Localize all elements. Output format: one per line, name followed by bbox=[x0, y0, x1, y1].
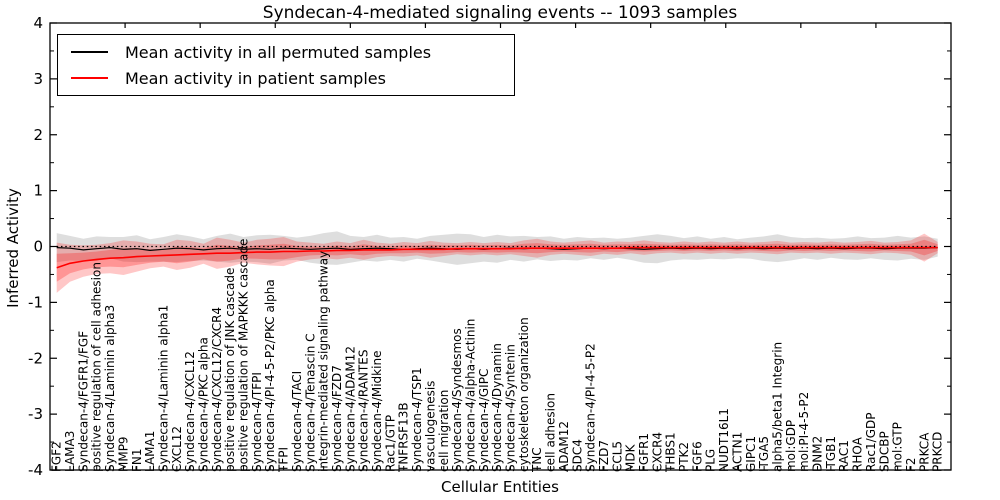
y-axis-label: Inferred Activity bbox=[4, 188, 22, 308]
x-tick-label: mol:GTP bbox=[891, 422, 905, 472]
x-tick-label: PLG bbox=[704, 449, 718, 472]
x-tick-label: CXCL12 bbox=[170, 426, 184, 472]
band-patient-range-inner bbox=[56, 239, 938, 282]
x-tick-label: TNC bbox=[530, 447, 544, 473]
x-tick-label: cell migration bbox=[437, 390, 451, 472]
x-tick-label: mol:GDP bbox=[784, 420, 798, 472]
x-tick-label: F2 bbox=[904, 457, 918, 472]
x-tick-label: integrin-mediated signaling pathway bbox=[317, 251, 331, 472]
legend: Mean activity in all permuted samples Me… bbox=[57, 34, 515, 96]
x-tick-label: Syndecan-4/alpha-Actinin bbox=[463, 319, 477, 472]
x-tick-label: Syndecan-4/Dynamin bbox=[490, 343, 504, 472]
x-tick-label: Syndecan-4/TSP1 bbox=[410, 367, 424, 472]
x-tick-label: RHOA bbox=[851, 436, 865, 472]
y-tick-label: -4 bbox=[28, 461, 43, 479]
x-tick-label: FGFR1 bbox=[637, 433, 651, 472]
x-tick-label: LAMA3 bbox=[63, 431, 77, 472]
legend-line-sample-red bbox=[71, 77, 108, 79]
x-tick-label: Syndecan-4/ADAM12 bbox=[343, 346, 357, 472]
x-tick-label: Syndecan-4/PKC alpha bbox=[197, 337, 211, 472]
x-tick-label: ITGA5 bbox=[757, 436, 771, 472]
legend-entry-permuted: Mean activity in all permuted samples bbox=[58, 43, 514, 62]
x-tick-label: FGF2 bbox=[50, 441, 64, 472]
x-tick-label: alpha5/beta1 Integrin bbox=[770, 342, 784, 472]
x-tick-label: Syndecan-4/Syndesmos bbox=[450, 328, 464, 472]
x-tick-label: PRKCD bbox=[931, 432, 945, 472]
x-tick-label: Syndecan-4/CXCL12 bbox=[183, 351, 197, 472]
x-tick-label: Syndecan-4/TFPI bbox=[250, 372, 264, 472]
x-tick-label: MMP9 bbox=[116, 436, 130, 472]
x-tick-label: FGF6 bbox=[690, 441, 704, 472]
x-axis-label: Cellular Entities bbox=[441, 478, 559, 496]
x-tick-label: PRKCA bbox=[917, 432, 931, 472]
x-tick-label: PTK2 bbox=[677, 442, 691, 472]
y-tick-label: 0 bbox=[33, 238, 43, 256]
x-tick-label: Syndecan-4/Midkine bbox=[370, 351, 384, 472]
y-tick-label: 3 bbox=[33, 70, 43, 88]
x-tick-label: Syndecan-4/Laminin alpha3 bbox=[103, 305, 117, 472]
y-tick-label: 1 bbox=[33, 182, 43, 200]
x-tick-label: Syndecan-4/FZD7 bbox=[330, 365, 344, 472]
x-tick-label: positive regulation of JNK cascade bbox=[223, 268, 237, 472]
x-tick-label: CXCR4 bbox=[650, 432, 664, 472]
x-tick-label: THBS1 bbox=[664, 432, 678, 473]
y-tick-label: 4 bbox=[33, 14, 43, 32]
x-tick-label: SDCBP bbox=[877, 431, 891, 472]
x-tick-label: mol:PI-4-5-P2 bbox=[797, 392, 811, 472]
legend-label-patient: Mean activity in patient samples bbox=[125, 68, 386, 88]
x-tick-label: DNM2 bbox=[811, 436, 825, 472]
x-tick-label: vasculogenesis bbox=[423, 381, 437, 472]
mean-line-patient bbox=[56, 246, 938, 269]
x-tick-label: ITGB1 bbox=[824, 436, 838, 472]
x-tick-label: cytoskeleton organization bbox=[517, 317, 531, 472]
chart-title: Syndecan-4-mediated signaling events -- … bbox=[262, 3, 738, 23]
x-tick-label: RAC1 bbox=[837, 440, 851, 472]
y-tick-label: -1 bbox=[28, 293, 43, 311]
x-tick-label: FN1 bbox=[130, 448, 144, 472]
x-tick-label: Syndecan-4/GIPC bbox=[477, 369, 491, 472]
x-tick-label: Syndecan-4/CXCL12/CXCR4 bbox=[210, 307, 224, 472]
legend-label-permuted: Mean activity in all permuted samples bbox=[125, 42, 432, 62]
x-tick-label: Syndecan-4/PI-4-5-P2 bbox=[584, 343, 598, 472]
x-tick-label: positive regulation of MAPKKK cascade bbox=[237, 239, 251, 472]
x-tick-label: positive regulation of cell adhesion bbox=[90, 262, 104, 472]
x-tick-label: ACTN1 bbox=[730, 432, 744, 472]
legend-line-sample-black bbox=[71, 51, 108, 53]
x-tick-label: Syndecan-4/TACI bbox=[290, 371, 304, 472]
x-tick-label: LAMA1 bbox=[143, 431, 157, 472]
x-tick-label: TFPI bbox=[277, 447, 291, 473]
y-tick-label: -3 bbox=[28, 405, 43, 423]
x-tick-label: CCL5 bbox=[610, 441, 624, 472]
x-tick-label: Syndecan-4/Tenascin C bbox=[303, 333, 317, 472]
x-tick-label: cell adhesion bbox=[544, 393, 558, 472]
x-tick-label: Syndecan-4/Syntenin bbox=[504, 344, 518, 472]
band-patient-range-outer bbox=[56, 233, 938, 293]
x-tick-label: Syndecan-4/PI-4-5-P2/PKC alpha bbox=[263, 279, 277, 472]
x-tick-label: Syndecan-4/Laminin alpha1 bbox=[156, 305, 170, 472]
x-tick-label: Rac1/GTP bbox=[383, 415, 397, 472]
x-tick-label: SDC4 bbox=[570, 439, 584, 472]
legend-entry-patient: Mean activity in patient samples bbox=[58, 69, 514, 88]
y-tick-label: 2 bbox=[33, 126, 43, 144]
x-tick-label: ADAM12 bbox=[557, 421, 571, 472]
x-tick-label: Syndecan-4/RANTES bbox=[357, 350, 371, 472]
y-tick-label: -2 bbox=[28, 349, 43, 367]
x-tick-label: Rac1/GDP bbox=[864, 413, 878, 472]
x-tick-label: GIPC1 bbox=[744, 436, 758, 472]
x-tick-label: MDK bbox=[624, 443, 638, 472]
x-tick-label: Syndecan-4/FGFR1/FGF bbox=[76, 331, 90, 472]
x-tick-label: TNFRSF13B bbox=[397, 402, 411, 473]
x-tick-label: NUDT16L1 bbox=[717, 408, 731, 472]
x-tick-label: FZD7 bbox=[597, 440, 611, 472]
